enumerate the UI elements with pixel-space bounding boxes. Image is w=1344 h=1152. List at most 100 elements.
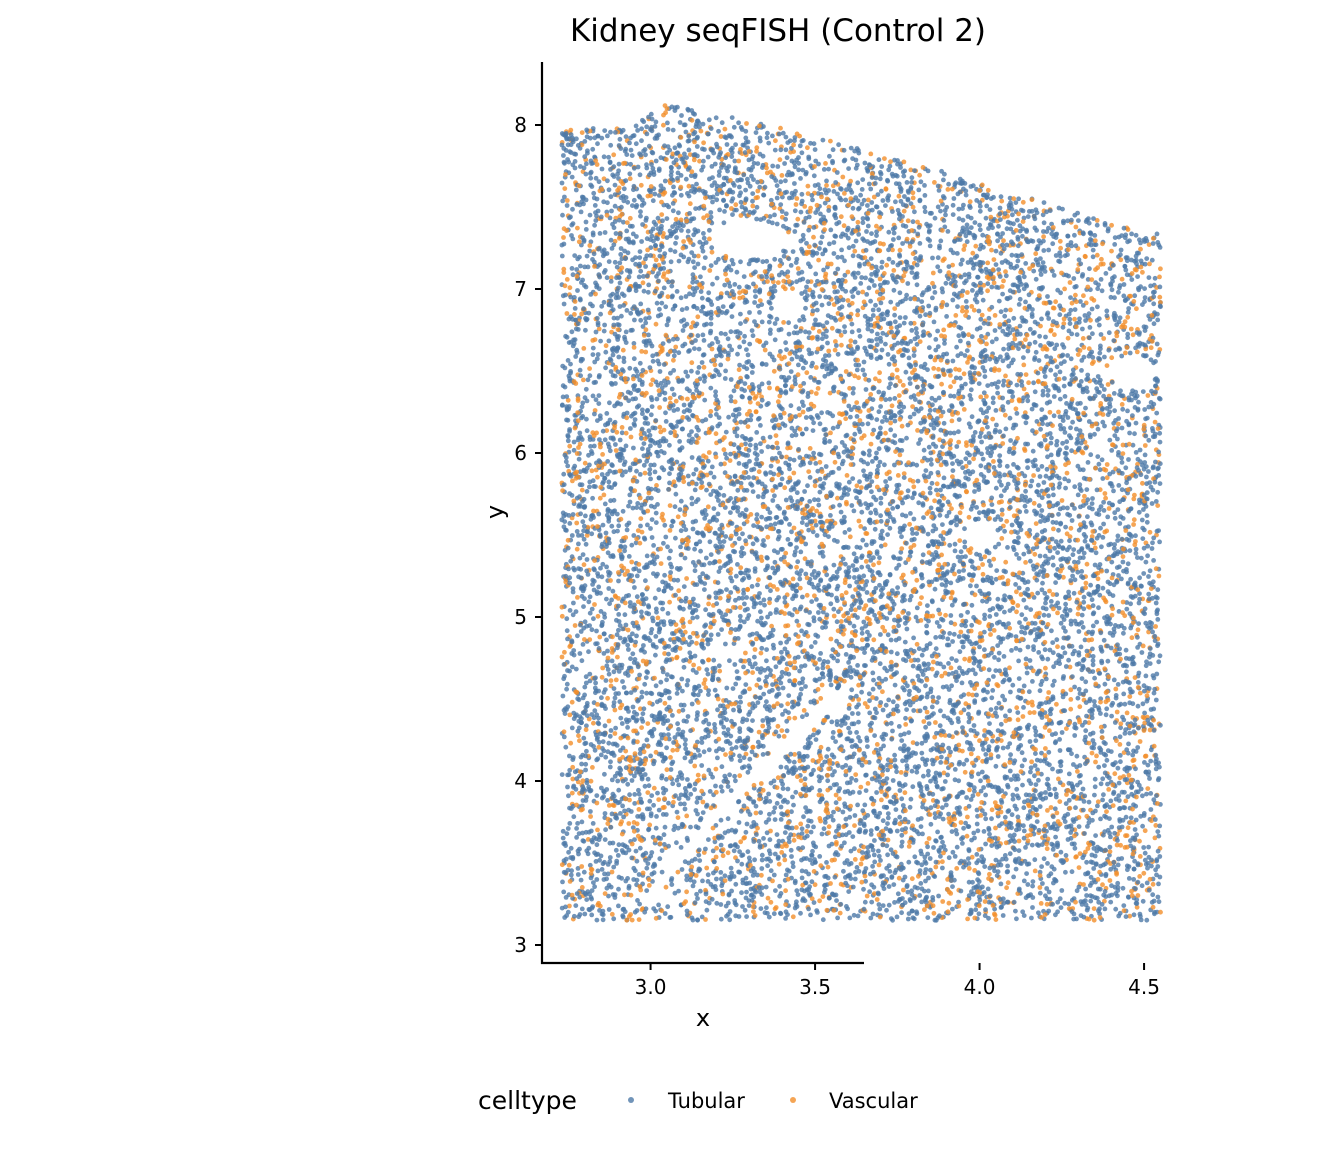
point-tubular [625,725,630,730]
point-tubular [1000,358,1006,364]
point-tubular [1079,676,1085,681]
point-tubular [752,654,757,660]
point-tubular [863,788,869,793]
point-vascular [896,393,902,398]
point-tubular [1058,849,1064,855]
point-vascular [694,440,700,445]
point-tubular [602,437,608,443]
point-vascular [751,909,756,914]
point-tubular [902,194,907,199]
point-vascular [721,447,727,453]
points-layer [559,103,1163,923]
point-tubular [1154,341,1160,347]
point-tubular [1057,896,1063,902]
point-tubular [869,231,874,237]
point-vascular [1015,435,1020,441]
point-tubular [927,332,933,338]
point-tubular [917,399,922,405]
point-tubular [683,294,689,299]
point-tubular [847,730,853,735]
point-tubular [732,282,738,287]
point-tubular [974,821,980,827]
point-tubular [770,133,775,139]
point-tubular [574,776,580,782]
point-tubular [806,154,812,160]
point-tubular [1144,659,1149,665]
point-vascular [643,327,649,333]
point-tubular [1071,276,1077,281]
point-vascular [816,257,821,263]
point-tubular [791,457,797,463]
point-vascular [948,665,954,671]
point-tubular [1017,509,1023,515]
point-vascular [581,562,587,568]
point-tubular [839,186,844,192]
point-tubular [729,257,735,263]
point-tubular [1026,778,1032,783]
point-tubular [737,729,743,735]
point-tubular [958,261,964,267]
point-tubular [724,717,729,723]
point-tubular [935,829,940,835]
point-vascular [824,494,829,499]
point-tubular [670,781,676,787]
point-vascular [775,280,781,285]
point-tubular [890,209,895,214]
point-vascular [962,769,968,775]
point-tubular [779,476,785,482]
point-tubular [748,417,754,423]
point-vascular [588,814,593,819]
point-tubular [679,676,685,682]
point-tubular [927,243,933,249]
point-tubular [1032,773,1037,779]
point-tubular [675,577,681,583]
point-tubular [606,338,612,344]
point-vascular [985,288,990,294]
point-tubular [610,352,616,358]
point-tubular [1099,544,1104,550]
point-tubular [757,310,762,315]
point-tubular [634,573,640,579]
point-tubular [1000,407,1006,413]
point-tubular [768,611,773,617]
point-tubular [563,895,569,900]
point-vascular [1075,611,1081,617]
point-tubular [1091,866,1097,871]
point-tubular [817,186,823,192]
point-tubular [696,683,702,689]
point-tubular [1145,762,1151,768]
point-tubular [1095,454,1101,459]
point-vascular [1031,710,1037,715]
point-vascular [569,790,575,796]
point-tubular [930,295,935,301]
point-tubular [1142,407,1148,412]
point-vascular [627,176,633,182]
point-tubular [733,881,739,887]
point-tubular [1021,274,1027,280]
point-tubular [1127,430,1132,436]
point-tubular [983,752,989,757]
point-vascular [728,178,733,183]
point-vascular [958,629,964,635]
point-vascular [1093,759,1098,765]
point-tubular [881,886,887,892]
point-tubular [1060,645,1066,650]
point-tubular [741,591,746,596]
point-tubular [702,397,708,403]
point-vascular [949,590,955,596]
point-tubular [1028,483,1033,489]
point-tubular [955,304,960,309]
point-vascular [1112,771,1118,777]
point-tubular [927,408,933,413]
point-tubular [1028,558,1033,564]
point-vascular [1086,740,1092,746]
point-tubular [759,514,764,520]
point-vascular [880,624,886,630]
point-tubular [659,300,665,306]
point-tubular [683,129,689,135]
point-tubular [886,884,892,889]
point-vascular [713,431,719,437]
point-vascular [920,490,926,496]
point-tubular [1097,592,1103,598]
point-vascular [911,681,917,686]
